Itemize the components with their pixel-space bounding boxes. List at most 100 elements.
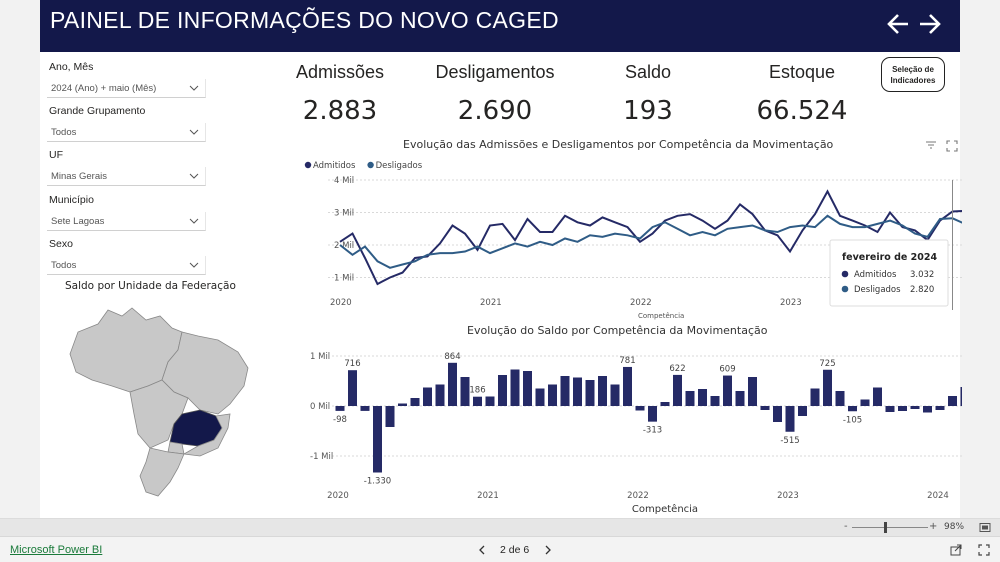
kpi-estoque-value: 66.524 <box>756 96 848 126</box>
map-region-south[interactable] <box>139 447 185 497</box>
filter-dropdown-municipio[interactable]: Sete Lagoas <box>47 212 206 231</box>
line-xtick-label: 2020 <box>330 298 352 308</box>
forward-arrow-icon[interactable] <box>916 10 942 38</box>
bar-chart[interactable]: -1 Mil 0 Mil 1 Mil 716 -98 -1.330 864 186 781 -31… <box>262 338 962 516</box>
bar <box>523 371 532 406</box>
selecao-indicadores-button[interactable]: Seleção de Indicadores <box>881 57 945 92</box>
zoom-slider-handle[interactable] <box>884 522 887 533</box>
kpi-desligamentos-label: Desligamentos <box>435 62 555 82</box>
zoom-out-button[interactable]: - <box>844 521 848 532</box>
line-ytick-label: 1 Mil <box>334 274 354 284</box>
bar <box>398 403 407 406</box>
bar <box>585 380 595 406</box>
footer-bar: Microsoft Power BI 2 de 6 <box>0 536 1000 562</box>
filter-dropdown-uf[interactable]: Minas Gerais <box>47 167 206 186</box>
filter-value-municipio: Sete Lagoas <box>51 216 105 227</box>
bar-data-label: -105 <box>843 415 862 425</box>
bar-data-label: 781 <box>619 356 635 366</box>
bar <box>823 369 832 406</box>
tooltip-series-value: 3.032 <box>910 270 934 280</box>
line-chart[interactable]: 1 Mil 2 Mil 3 Mil 4 Mil 2020 2021 2022 2023 Comp… <box>262 152 962 322</box>
kpi-admissoes-value: 2.883 <box>302 96 378 126</box>
status-bar: - + 98% <box>0 518 1000 536</box>
filter-dropdown-sexo[interactable]: Todos <box>47 256 206 275</box>
bar <box>785 406 795 432</box>
power-bi-link[interactable]: Microsoft Power BI <box>10 544 103 556</box>
filter-value-sexo: Todos <box>51 260 77 271</box>
bar-ytick-label: -1 Mil <box>310 452 333 462</box>
legend-marker <box>304 161 312 169</box>
tooltip-series-name: Desligados <box>854 285 901 295</box>
bar <box>910 406 920 409</box>
bar <box>573 377 582 406</box>
kpi-desligamentos-value: 2.690 <box>457 96 533 126</box>
bar <box>498 375 507 406</box>
focus-mode-icon[interactable] <box>946 140 958 152</box>
bar <box>648 406 657 422</box>
zoom-in-button[interactable]: + <box>929 521 938 532</box>
bar <box>385 406 395 427</box>
bar <box>835 391 845 406</box>
tooltip-series-value: 2.820 <box>910 285 934 295</box>
bar <box>723 375 732 406</box>
bar-data-label: 716 <box>344 359 360 369</box>
bar-data-label: -515 <box>780 436 799 446</box>
bar <box>923 406 932 413</box>
bar <box>898 406 907 411</box>
bar <box>948 396 957 406</box>
zoom-slider[interactable] <box>852 527 928 528</box>
bar <box>410 398 420 406</box>
filter-value-uf: Minas Gerais <box>51 171 107 182</box>
bar <box>598 376 607 406</box>
back-arrow-icon[interactable] <box>886 10 912 38</box>
bar <box>798 406 807 416</box>
legend-marker <box>367 161 374 169</box>
map-region-northeast[interactable] <box>161 331 249 415</box>
bar-ytick-label: 0 Mil <box>310 402 330 412</box>
bar <box>698 389 707 406</box>
prev-page-icon[interactable] <box>478 545 486 555</box>
line-xtick-label: 2023 <box>780 298 802 308</box>
bar <box>685 391 695 406</box>
legend-label: Admitidos <box>313 161 356 171</box>
bar-xtick-label: 2024 <box>927 491 949 501</box>
series-line-admitidos <box>339 189 962 286</box>
filter-label-municipio: Município <box>49 194 94 206</box>
bar-xaxis-title: Competência <box>632 503 698 515</box>
bar <box>448 362 457 406</box>
brazil-map[interactable] <box>50 302 255 504</box>
filter-dropdown-grande-grupamento[interactable]: Todos <box>47 123 206 142</box>
share-icon[interactable] <box>950 544 962 556</box>
bar <box>335 406 345 411</box>
bar-xtick-label: 2021 <box>477 491 499 501</box>
line-ytick-label: 2 Mil <box>334 241 354 251</box>
kpi-saldo-label: Saldo <box>624 62 672 82</box>
bar <box>960 387 962 406</box>
line-ytick-label: 3 Mil <box>334 209 354 219</box>
line-chart-title: Evolução das Admissões e Desligamentos p… <box>403 138 834 151</box>
line-ytick-label: 4 Mil <box>334 176 354 186</box>
fit-to-page-icon[interactable] <box>979 522 991 533</box>
bar <box>348 370 357 406</box>
bar <box>535 388 545 406</box>
bar <box>560 376 570 406</box>
filter-dropdown-ano-mes[interactable]: 2024 (Ano) + maio (Mês) <box>47 79 206 98</box>
filter-icon[interactable] <box>925 140 937 150</box>
tooltip-series-name: Admitidos <box>854 270 897 280</box>
bar-xtick-label: 2022 <box>627 491 649 501</box>
fullscreen-icon[interactable] <box>978 544 990 556</box>
bar <box>510 369 520 406</box>
bar-data-label: 622 <box>669 364 685 374</box>
chevron-down-icon <box>189 129 199 135</box>
bar <box>373 406 382 473</box>
filter-label-sexo: Sexo <box>49 238 73 250</box>
bar <box>460 377 470 406</box>
bar-data-label: 864 <box>444 352 460 362</box>
bar <box>360 406 370 411</box>
bar <box>735 391 745 406</box>
bar <box>473 396 482 406</box>
bar <box>760 406 770 410</box>
next-page-icon[interactable] <box>544 545 552 555</box>
bar <box>485 396 495 406</box>
bar <box>848 406 857 412</box>
